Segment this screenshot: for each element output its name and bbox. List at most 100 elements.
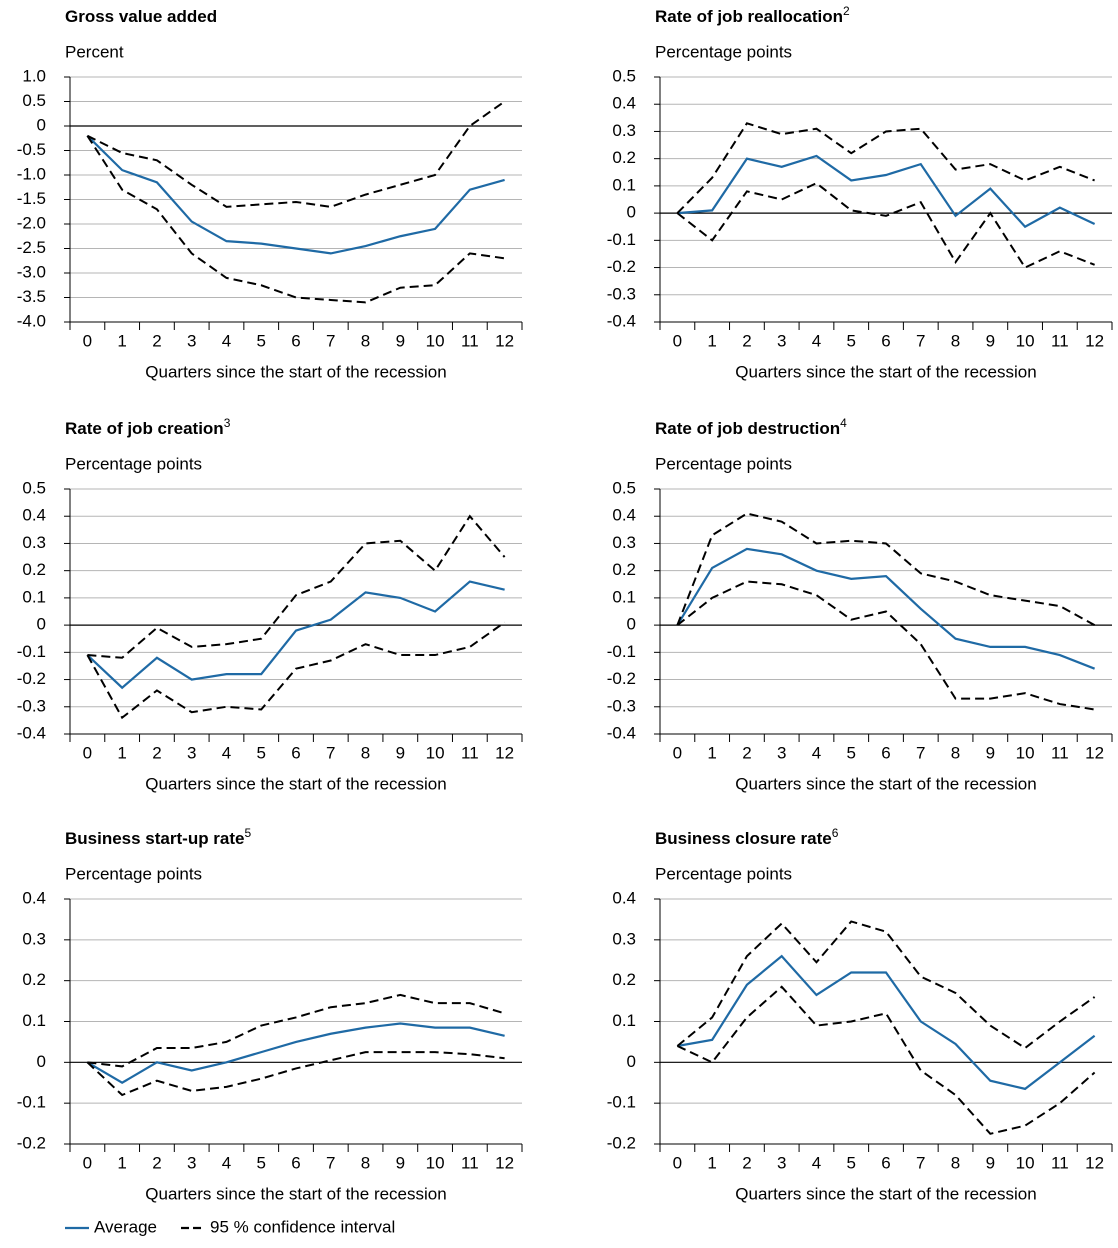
x-tick-label: 1 bbox=[707, 331, 716, 350]
x-tick-label: 8 bbox=[951, 743, 960, 762]
average-line bbox=[86, 135, 505, 255]
x-axis-title: Quarters since the start of the recessio… bbox=[735, 774, 1036, 793]
x-tick-label: 12 bbox=[1085, 1153, 1104, 1172]
x-tick-label: 7 bbox=[916, 1153, 925, 1172]
title-text: Business start-up rate bbox=[65, 829, 245, 848]
x-tick-label: 8 bbox=[951, 1153, 960, 1172]
y-tick-label: -0.1 bbox=[607, 642, 636, 661]
x-tick-label: 9 bbox=[986, 331, 995, 350]
y-tick-label: 0.1 bbox=[22, 587, 46, 606]
average-line bbox=[676, 547, 1096, 670]
x-tick-label: 12 bbox=[495, 1153, 514, 1172]
x-tick-label: 1 bbox=[707, 1153, 716, 1172]
panel-title: Gross value added bbox=[65, 7, 217, 26]
y-tick-label: 0.3 bbox=[612, 533, 636, 552]
y-tick-label: -0.2 bbox=[607, 1133, 636, 1152]
title-note: 5 bbox=[245, 826, 252, 840]
ci-line bbox=[86, 135, 505, 304]
y-tick-label: 0.1 bbox=[612, 587, 636, 606]
y-tick-label: 0.4 bbox=[22, 888, 46, 907]
title-text: Business closure rate bbox=[655, 829, 832, 848]
y-tick-label: -0.3 bbox=[607, 696, 636, 715]
x-tick-label: 12 bbox=[1085, 743, 1104, 762]
y-tick-label: -0.1 bbox=[17, 1093, 46, 1112]
x-tick-label: 0 bbox=[673, 743, 682, 762]
y-tick-label: -1.0 bbox=[17, 164, 46, 183]
x-tick-label: 9 bbox=[396, 743, 405, 762]
x-tick-label: 11 bbox=[461, 743, 479, 762]
ci-line bbox=[86, 1051, 505, 1097]
y-tick-label: 0 bbox=[37, 115, 46, 134]
y-tick-label: 0 bbox=[37, 615, 46, 634]
average-line bbox=[86, 1022, 505, 1085]
x-tick-label: 10 bbox=[426, 331, 445, 350]
legend-label: 95 % confidence interval bbox=[210, 1217, 395, 1236]
x-tick-label: 3 bbox=[187, 331, 196, 350]
y-tick-label: -0.3 bbox=[607, 284, 636, 303]
x-tick-label: 5 bbox=[256, 331, 265, 350]
x-tick-label: 10 bbox=[1016, 743, 1035, 762]
title-text: Gross value added bbox=[65, 7, 217, 26]
y-tick-label: -0.4 bbox=[607, 723, 636, 742]
y-tick-label: -0.2 bbox=[17, 669, 46, 688]
title-text: Rate of job creation bbox=[65, 419, 224, 438]
y-tick-label: -0.5 bbox=[17, 140, 46, 159]
x-tick-label: 7 bbox=[326, 743, 335, 762]
ci-line bbox=[676, 920, 1096, 1050]
panel-title: Business start-up rate5 bbox=[65, 826, 252, 848]
y-tick-label: -2.0 bbox=[17, 213, 46, 232]
x-tick-label: 10 bbox=[426, 1153, 445, 1172]
x-tick-label: 5 bbox=[256, 1153, 265, 1172]
x-tick-label: 5 bbox=[846, 331, 855, 350]
unit-label: Percentage points bbox=[65, 864, 202, 883]
y-tick-label: -0.1 bbox=[607, 230, 636, 249]
title-text: Rate of job destruction bbox=[655, 419, 840, 438]
x-tick-label: 6 bbox=[881, 743, 890, 762]
unit-label: Percentage points bbox=[655, 42, 792, 61]
y-tick-label: 0.4 bbox=[612, 94, 636, 113]
ci-line bbox=[676, 580, 1095, 711]
x-axis-title: Quarters since the start of the recessio… bbox=[735, 1184, 1036, 1203]
x-tick-label: 4 bbox=[222, 331, 231, 350]
unit-label: Percentage points bbox=[655, 864, 792, 883]
y-tick-label: 1.0 bbox=[22, 66, 46, 85]
x-tick-label: 0 bbox=[83, 743, 92, 762]
x-tick-label: 6 bbox=[291, 331, 300, 350]
x-tick-label: 2 bbox=[152, 1153, 161, 1172]
y-tick-label: 0.1 bbox=[612, 175, 636, 194]
legend-label: Average bbox=[94, 1217, 157, 1236]
y-tick-label: -0.4 bbox=[17, 723, 46, 742]
x-tick-label: 9 bbox=[986, 1153, 995, 1172]
y-tick-label: 0 bbox=[37, 1052, 46, 1071]
y-tick-label: 0 bbox=[627, 615, 636, 634]
x-tick-label: 1 bbox=[117, 743, 126, 762]
y-tick-label: -0.1 bbox=[607, 1093, 636, 1112]
ci-line bbox=[676, 122, 1095, 214]
x-tick-label: 10 bbox=[1016, 1153, 1035, 1172]
x-tick-label: 7 bbox=[916, 743, 925, 762]
x-tick-label: 0 bbox=[83, 331, 92, 350]
panel-title: Business closure rate6 bbox=[655, 826, 839, 848]
x-tick-label: 6 bbox=[881, 331, 890, 350]
x-axis-title: Quarters since the start of the recessio… bbox=[145, 1184, 446, 1203]
x-tick-label: 1 bbox=[117, 331, 126, 350]
x-tick-label: 4 bbox=[222, 743, 231, 762]
x-tick-label: 0 bbox=[83, 1153, 92, 1172]
x-tick-label: 1 bbox=[707, 743, 716, 762]
x-tick-label: 4 bbox=[812, 331, 821, 350]
title-note: 4 bbox=[840, 416, 847, 430]
ci-line bbox=[676, 985, 1096, 1135]
x-tick-label: 1 bbox=[117, 1153, 126, 1172]
y-tick-label: 0.5 bbox=[612, 478, 636, 497]
y-tick-label: 0.2 bbox=[612, 560, 636, 579]
y-tick-label: 0.5 bbox=[22, 478, 46, 497]
ci-line bbox=[87, 993, 505, 1068]
x-axis-title: Quarters since the start of the recessio… bbox=[145, 774, 446, 793]
y-tick-label: 0.3 bbox=[612, 929, 636, 948]
y-tick-label: 0 bbox=[627, 203, 636, 222]
x-tick-label: 4 bbox=[222, 1153, 231, 1172]
x-tick-label: 6 bbox=[291, 743, 300, 762]
